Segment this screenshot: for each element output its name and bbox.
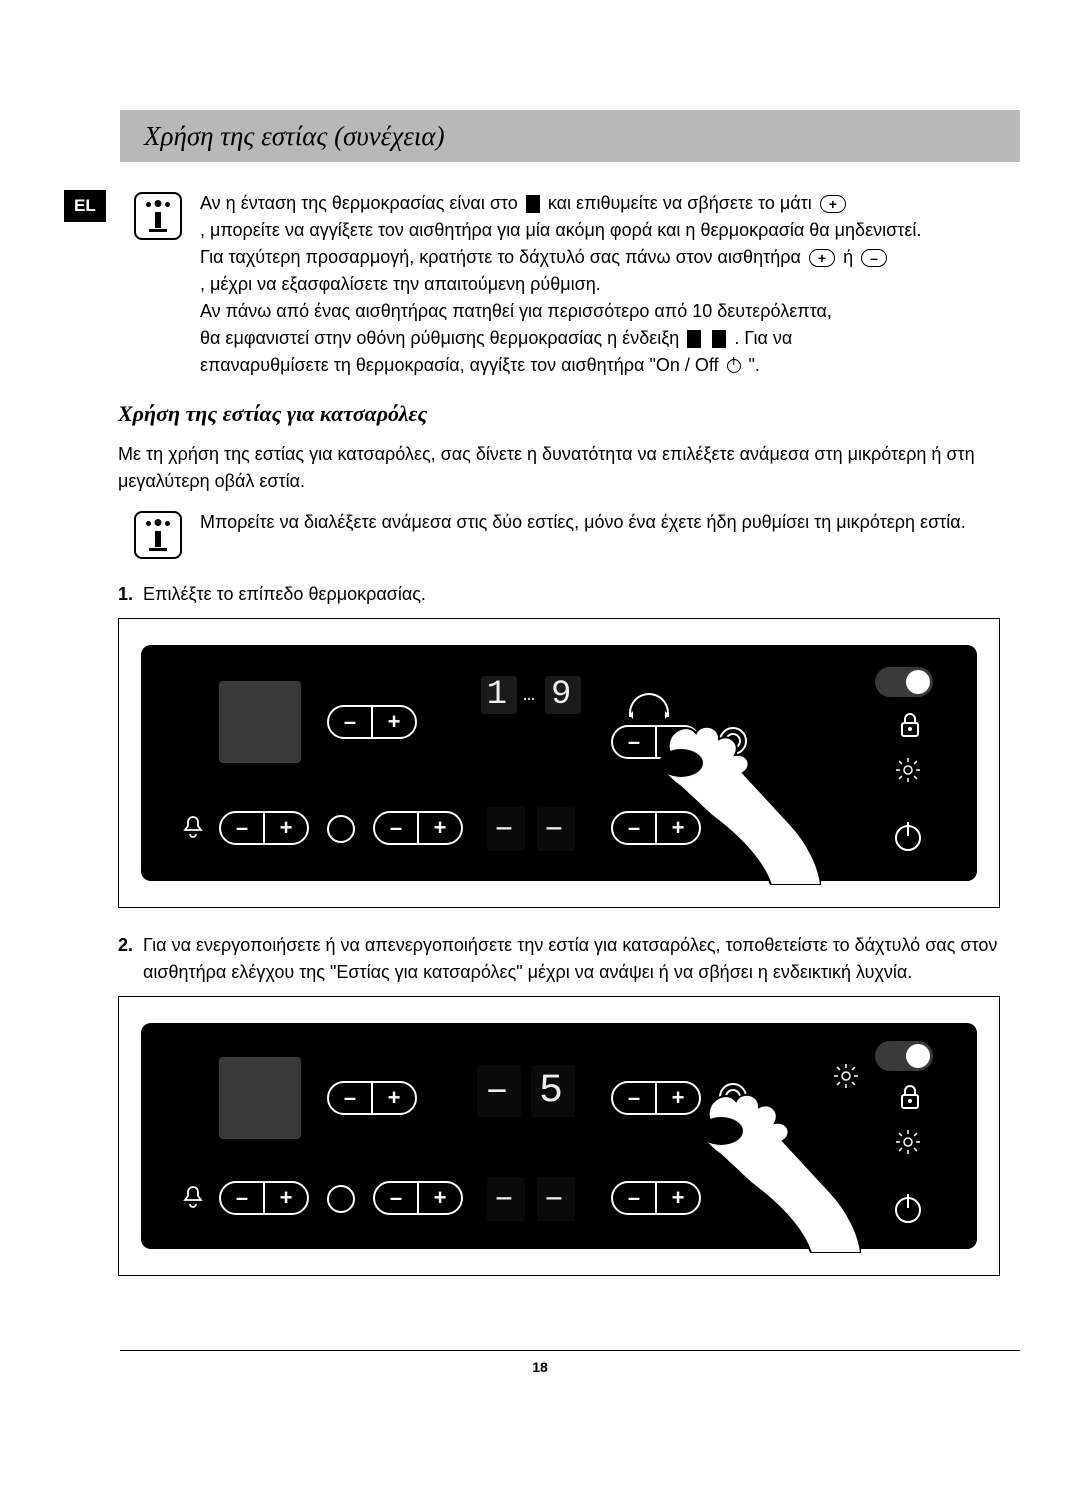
- minus-button[interactable]: –: [329, 709, 371, 735]
- control-panel-diagram-2: –+ – 5 –+: [118, 996, 1000, 1276]
- plus-button[interactable]: +: [373, 709, 415, 735]
- indicator-glyph: [712, 330, 726, 348]
- lock-icon[interactable]: [899, 713, 921, 739]
- level-1-glyph: [526, 195, 540, 213]
- paragraph: Με τη χρήση της εστίας για κατσαρόλες, σ…: [118, 441, 1000, 495]
- heat-display: –: [487, 1177, 525, 1221]
- language-badge: EL: [64, 190, 106, 222]
- heat-range-display: 1 … 9: [471, 673, 591, 717]
- heat-display: –: [537, 807, 575, 851]
- single-zone-icon[interactable]: [327, 1185, 355, 1213]
- step-1: 1. Επιλέξτε το επίπεδο θερμοκρασίας.: [118, 581, 1000, 608]
- dual-zone-icon[interactable]: [719, 727, 747, 755]
- info-text-2: Μπορείτε να διαλέξετε ανάμεσα στις δύο ε…: [200, 509, 966, 559]
- heat-control-pill[interactable]: –+: [373, 1181, 463, 1215]
- heat-control-pill[interactable]: –+: [373, 811, 463, 845]
- step-text: Επιλέξτε το επίπεδο θερμοκρασίας.: [143, 581, 426, 608]
- heat-control-pill[interactable]: –+: [611, 811, 701, 845]
- plus-button[interactable]: +: [657, 729, 699, 755]
- subsection-heading: Χρήση της εστίας για κατσαρόλες: [118, 401, 1020, 427]
- heat-control-pill[interactable]: –+: [219, 1181, 309, 1215]
- burner-icon[interactable]: [895, 757, 921, 783]
- burner-icon[interactable]: [833, 1063, 859, 1089]
- timer-toggle[interactable]: [875, 1041, 933, 1071]
- step-text: Για να ενεργοποιήσετε ή να απενεργοποιήσ…: [143, 932, 1000, 986]
- lock-icon[interactable]: [899, 1085, 921, 1111]
- indicator-glyph: [687, 330, 701, 348]
- power-button[interactable]: [895, 1197, 921, 1223]
- step-number: 1.: [118, 581, 133, 608]
- heat-control-pill[interactable]: – +: [327, 705, 417, 739]
- minus-button[interactable]: –: [613, 729, 655, 755]
- info-block-2: Μπορείτε να διαλέξετε ανάμεσα στις δύο ε…: [134, 509, 1020, 559]
- dual-zone-icon[interactable]: [719, 1083, 747, 1111]
- heat-control-pill[interactable]: –+: [219, 811, 309, 845]
- heat-control-pill[interactable]: –+: [611, 1081, 701, 1115]
- step-2: 2. Για να ενεργοποιήσετε ή να απενεργοπο…: [118, 932, 1000, 986]
- page-number: 18: [0, 1359, 1080, 1375]
- info-block-1: Αν η ένταση της θερμοκρασίας είναι στο κ…: [134, 190, 1020, 379]
- info-text-1: Αν η ένταση της θερμοκρασίας είναι στο κ…: [200, 190, 921, 379]
- alarm-bell-icon[interactable]: [181, 1185, 205, 1209]
- timer-display-placeholder: [219, 681, 301, 763]
- step-number: 2.: [118, 932, 133, 986]
- pointing-hand-illustration: [681, 1083, 861, 1253]
- footer-rule: [120, 1350, 1020, 1351]
- section-title-bar: Χρήση της εστίας (συνέχεια): [120, 110, 1020, 162]
- heat-control-pill[interactable]: – +: [611, 725, 701, 759]
- plus-pill-icon: +: [809, 249, 835, 267]
- power-icon: [727, 359, 741, 373]
- heat-control-pill[interactable]: –+: [611, 1181, 701, 1215]
- alarm-bell-icon[interactable]: [181, 815, 205, 839]
- cycle-arc-icon: [629, 693, 669, 717]
- single-zone-icon[interactable]: [327, 815, 355, 843]
- heat-control-pill[interactable]: –+: [327, 1081, 417, 1115]
- heat-display: –: [477, 1065, 521, 1117]
- timer-toggle[interactable]: [875, 667, 933, 697]
- section-title: Χρήση της εστίας (συνέχεια): [144, 121, 445, 152]
- minus-pill-icon: –: [861, 249, 887, 267]
- power-button[interactable]: [895, 825, 921, 851]
- timer-display-placeholder: [219, 1057, 301, 1139]
- heat-display: 5: [531, 1065, 575, 1117]
- control-panel-diagram-1: – + 1 … 9 – +: [118, 618, 1000, 908]
- heat-display: –: [537, 1177, 575, 1221]
- info-icon: [134, 511, 182, 559]
- plus-pill-icon: +: [820, 195, 846, 213]
- heat-display: –: [487, 807, 525, 851]
- burner-icon[interactable]: [895, 1129, 921, 1155]
- info-icon: [134, 192, 182, 240]
